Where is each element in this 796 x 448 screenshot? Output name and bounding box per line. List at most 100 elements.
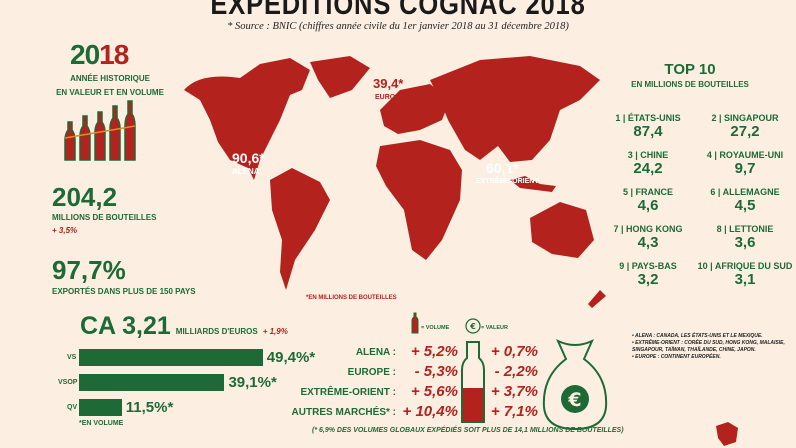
- country-value: 4,6: [637, 197, 659, 214]
- market-value-change: + 7,1%: [490, 403, 538, 420]
- region-definition: • EXTRÊME-ORIENT : CORÉE DU SUD, HONG KO…: [632, 340, 785, 353]
- asia-value: 60,1*: [486, 160, 519, 176]
- alena-value: 90,6*: [232, 150, 265, 166]
- europe-value: 39,4*: [373, 76, 404, 91]
- map-note: *EN MILLIONS DE BOUTEILLES: [306, 295, 397, 301]
- legend-value: = VALEUR: [481, 325, 508, 331]
- ca-change: + 1,9%: [262, 327, 288, 336]
- region-definitions: • ALENA : CANADA, LES ÉTATS-UNIS ET LE M…: [632, 333, 792, 361]
- country-value: 4,3: [637, 234, 659, 251]
- bar-value: 39,1%*: [228, 374, 277, 391]
- bottles-change: + 3,5%: [52, 226, 78, 235]
- market-value-change: + 3,7%: [490, 383, 538, 400]
- country-name: 8 | LETTONIE: [716, 224, 774, 234]
- market-name: AUTRES MARCHÉS* :: [291, 407, 396, 418]
- australia-shape: [530, 202, 594, 258]
- country-value: 3,2: [637, 271, 659, 288]
- alena-label: ALENA: [232, 167, 260, 176]
- country-value: 27,2: [730, 123, 760, 140]
- country-value: 3,6: [734, 234, 756, 251]
- market-volume-change: + 5,6%: [410, 383, 458, 400]
- south-america-shape: [270, 168, 330, 290]
- source-note: * Source : BNIC (chiffres année civile d…: [227, 21, 569, 32]
- new-zealand-shape: [588, 290, 606, 308]
- country-value: 9,7: [734, 160, 756, 177]
- ca-unit: MILLIARDS D'EUROS: [175, 327, 258, 336]
- country-name: 7 | HONG KONG: [613, 224, 683, 234]
- year-caption: ANNÉE HISTORIQUE EN VALEUR ET EN VOLUME: [40, 72, 180, 100]
- country-name: 1 | ÉTATS-UNIS: [615, 113, 681, 123]
- region-definition: • ALENA : CANADA, LES ÉTATS-UNIS ET LE M…: [632, 333, 763, 339]
- top10-item: 7 | HONG KONG 4,3: [604, 224, 692, 251]
- region-definition: • EUROPE : CONTINENT EUROPÉEN.: [632, 354, 721, 360]
- legend-volume: = VOLUME: [421, 325, 450, 331]
- bottles-value: 204,2: [52, 182, 118, 212]
- country-value: 4,5: [734, 197, 756, 214]
- year-part: 20: [70, 39, 100, 70]
- money-bag-icon: €: [465, 318, 481, 334]
- asia-label: EXTRÊME-ORIENT: [476, 178, 539, 185]
- indonesia-shape: [510, 176, 556, 192]
- export-label: EXPORTÉS DANS PLUS DE 150 PAYS: [52, 287, 196, 296]
- market-volume-change: + 5,2%: [410, 343, 458, 360]
- country-name: 4 | ROYAUME-UNI: [706, 150, 784, 160]
- bottles-icon: [64, 100, 136, 161]
- bar-label: QV: [67, 404, 78, 411]
- bottle-icon: [411, 312, 419, 334]
- top10-item: 3 | CHINE 24,2: [604, 150, 692, 177]
- north-america-shape: [184, 58, 310, 180]
- export-value: 97,7%: [52, 255, 126, 285]
- market-name: ALENA :: [355, 347, 396, 358]
- year-part: 18: [99, 39, 129, 70]
- market-volume-change: + 10,4%: [402, 403, 458, 420]
- europe-label: EUROPE: [375, 94, 405, 101]
- world-map: [184, 56, 606, 308]
- svg-text:€: €: [469, 322, 476, 331]
- bar-qv: [79, 399, 122, 416]
- svg-text:€: €: [567, 389, 581, 411]
- ca-row: CA 3,21 MILLIARDS D'EUROS + 1,9%: [80, 312, 288, 340]
- country-name: 3 | CHINE: [627, 150, 669, 160]
- europe-shape: [380, 84, 450, 134]
- caption-line: EN VALEUR ET EN VOLUME: [56, 88, 164, 97]
- country-name: 5 | FRANCE: [622, 187, 674, 197]
- market-name: EXTRÊME-ORIENT :: [300, 387, 396, 398]
- top10-item: 2 | SINGAPOUR 27,2: [694, 113, 796, 140]
- country-name: 9 | PAYS-BAS: [619, 261, 677, 271]
- year-heading: 2018: [70, 39, 129, 70]
- top10-item: 9 | PAYS-BAS 3,2: [604, 261, 692, 288]
- country-value: 87,4: [633, 123, 663, 140]
- bar-value: 49,4%*: [266, 349, 316, 366]
- market-value-change: + 0,7%: [490, 343, 538, 360]
- country-value: 3,1: [734, 271, 756, 288]
- asia-shape: [430, 56, 600, 162]
- markets-footnote: (* 6,9% DES VOLUMES GLOBAUX EXPÉDIÉS SOI…: [312, 427, 624, 434]
- ca-value: CA 3,21: [80, 312, 171, 340]
- market-value-change: - 2,2%: [494, 363, 538, 380]
- country-name: 2 | SINGAPOUR: [711, 113, 779, 123]
- country-value: 24,2: [633, 160, 663, 177]
- bar-label: VS: [67, 354, 77, 361]
- country-name: 6 | ALLEMAGNE: [710, 187, 780, 197]
- top10-item: 10 | AFRIQUE DU SUD 3,1: [694, 261, 796, 288]
- market-volume-change: - 5,3%: [414, 363, 458, 380]
- bar-vsop: [79, 374, 225, 391]
- top10-item: 1 | ÉTATS-UNIS 87,4: [604, 113, 692, 140]
- greenland-shape: [310, 56, 370, 98]
- euro-bag-icon: €: [542, 338, 608, 431]
- decorative-island-shape: [716, 422, 738, 446]
- top10-subtitle: EN MILLIONS DE BOUTEILLES: [631, 80, 749, 89]
- top10-item: 8 | LETTONIE 3,6: [694, 224, 796, 251]
- bar-vs: [79, 349, 263, 366]
- top10-item: 6 | ALLEMAGNE 4,5: [694, 187, 796, 214]
- page-title: EXPEDITIONS COGNAC 2018: [210, 0, 586, 21]
- market-name: EUROPE :: [347, 367, 396, 378]
- bar-value: 11,5%*: [125, 399, 174, 416]
- top10-title: TOP 10: [664, 61, 716, 78]
- bar-label: VSOP: [58, 379, 78, 386]
- volume-note: *EN VOLUME: [79, 420, 124, 427]
- africa-shape: [376, 140, 462, 260]
- bottles-label: MILLIONS DE BOUTEILLES: [52, 213, 157, 222]
- big-bottle-icon: [461, 341, 485, 423]
- top10-item: 5 | FRANCE 4,6: [604, 187, 692, 214]
